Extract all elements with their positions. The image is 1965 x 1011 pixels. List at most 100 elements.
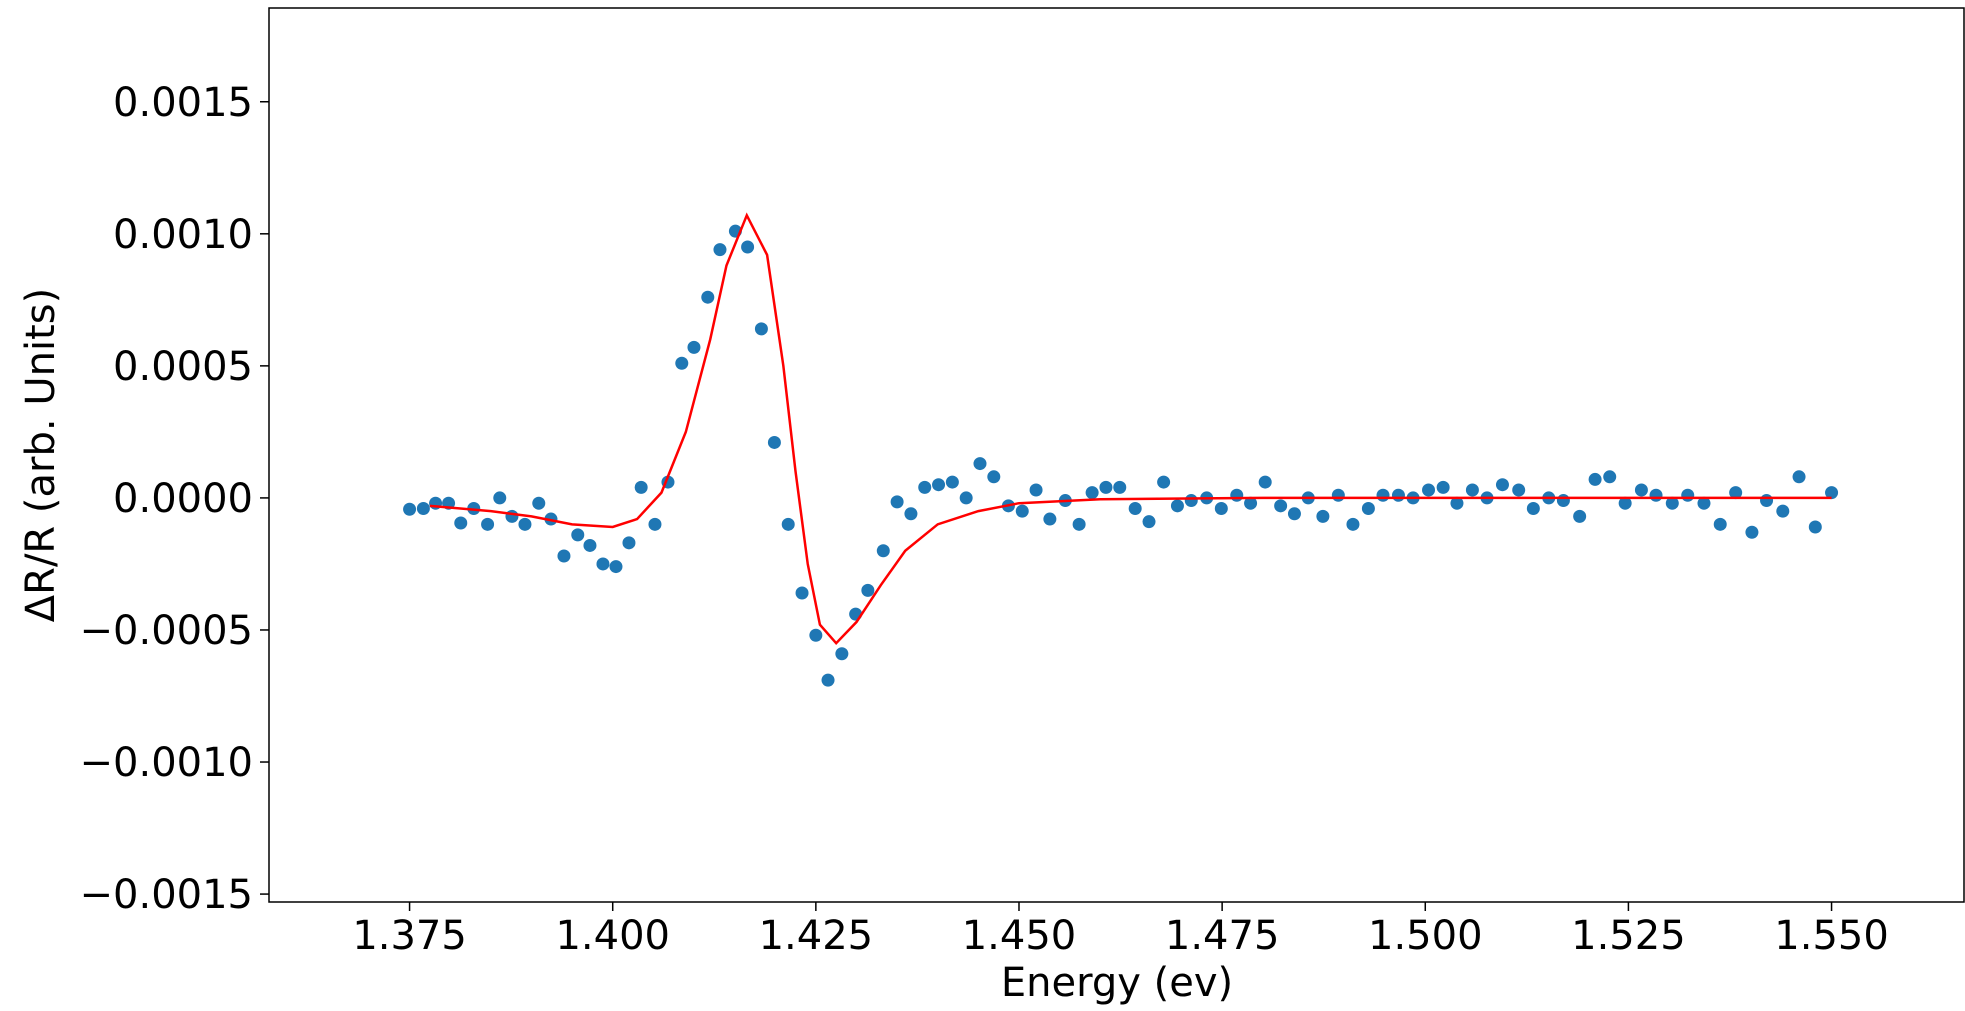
data-point bbox=[1072, 517, 1086, 531]
data-point bbox=[1776, 504, 1790, 518]
data-point bbox=[1665, 496, 1679, 510]
x-tick-label: 1.475 bbox=[1165, 913, 1280, 959]
y-tick-label: 0.0010 bbox=[113, 212, 253, 258]
data-point bbox=[932, 478, 946, 492]
data-point bbox=[1512, 483, 1526, 497]
fit-line bbox=[429, 212, 1832, 646]
data-point bbox=[532, 496, 546, 510]
data-point bbox=[583, 538, 597, 552]
data-point bbox=[1556, 494, 1570, 508]
y-tick-label: 0.0005 bbox=[113, 344, 253, 390]
data-point bbox=[876, 544, 890, 558]
data-point bbox=[648, 517, 662, 531]
data-point bbox=[809, 628, 823, 642]
data-point bbox=[1346, 517, 1360, 531]
data-point bbox=[1634, 483, 1648, 497]
data-point bbox=[741, 240, 755, 254]
data-point bbox=[1287, 507, 1301, 521]
data-point bbox=[1043, 512, 1057, 526]
data-point bbox=[1142, 515, 1156, 529]
data-point bbox=[1274, 499, 1288, 513]
y-tick-label: −0.0005 bbox=[80, 608, 253, 654]
data-point bbox=[1681, 488, 1695, 502]
data-point bbox=[973, 457, 987, 471]
data-point bbox=[1170, 499, 1184, 513]
data-point bbox=[493, 491, 507, 505]
data-point bbox=[1331, 488, 1345, 502]
y-tick-label: −0.0015 bbox=[80, 872, 253, 918]
data-point bbox=[1436, 480, 1450, 494]
data-point bbox=[1214, 501, 1228, 515]
data-point bbox=[505, 509, 519, 523]
x-tick-label: 1.550 bbox=[1774, 913, 1889, 959]
data-point bbox=[821, 673, 835, 687]
data-point bbox=[1745, 525, 1759, 539]
x-tick-label: 1.525 bbox=[1571, 913, 1686, 959]
data-point bbox=[571, 528, 585, 542]
data-point bbox=[781, 517, 795, 531]
data-point bbox=[1618, 496, 1632, 510]
data-point bbox=[557, 549, 571, 563]
data-point bbox=[1465, 483, 1479, 497]
data-point bbox=[1361, 501, 1375, 515]
data-point bbox=[904, 507, 918, 521]
data-point bbox=[945, 475, 959, 489]
data-point bbox=[1760, 494, 1774, 508]
data-point bbox=[1713, 517, 1727, 531]
data-point bbox=[1825, 486, 1839, 500]
data-point bbox=[1422, 483, 1436, 497]
x-tick-label: 1.375 bbox=[352, 913, 467, 959]
data-point bbox=[1258, 475, 1272, 489]
data-point bbox=[861, 583, 875, 597]
data-point bbox=[1157, 475, 1171, 489]
data-point bbox=[795, 586, 809, 600]
data-point bbox=[1450, 496, 1464, 510]
data-point bbox=[1808, 520, 1822, 534]
data-point bbox=[1376, 488, 1390, 502]
y-tick-label: 0.0000 bbox=[113, 476, 253, 522]
x-tick-label: 1.425 bbox=[759, 913, 874, 959]
data-point bbox=[1729, 486, 1743, 500]
y-tick-label: −0.0010 bbox=[80, 740, 253, 786]
data-point bbox=[481, 517, 495, 531]
data-point bbox=[918, 480, 932, 494]
data-point bbox=[1697, 496, 1711, 510]
data-point bbox=[1230, 488, 1244, 502]
x-axis-title: Energy (ev) bbox=[1001, 960, 1233, 1006]
x-tick-label: 1.400 bbox=[555, 913, 670, 959]
data-point bbox=[1792, 470, 1806, 484]
data-point bbox=[987, 470, 1001, 484]
data-point bbox=[403, 502, 417, 516]
data-point bbox=[416, 501, 430, 515]
x-tick-label: 1.500 bbox=[1368, 913, 1483, 959]
y-tick-label: 0.0015 bbox=[113, 80, 253, 126]
data-point bbox=[596, 557, 610, 571]
data-point bbox=[687, 340, 701, 354]
data-point bbox=[609, 560, 623, 574]
data-point bbox=[1573, 509, 1587, 523]
data-point bbox=[675, 356, 689, 370]
data-point bbox=[767, 435, 781, 449]
data-point bbox=[1244, 496, 1258, 510]
plot-frame bbox=[268, 7, 1965, 903]
data-point bbox=[1588, 472, 1602, 486]
data-point bbox=[622, 536, 636, 550]
data-point bbox=[1015, 504, 1029, 518]
x-tick-label: 1.450 bbox=[962, 913, 1077, 959]
data-point bbox=[1099, 480, 1113, 494]
data-point bbox=[1184, 494, 1198, 508]
data-point bbox=[1526, 501, 1540, 515]
data-point bbox=[835, 647, 849, 661]
data-point bbox=[1603, 470, 1617, 484]
data-point bbox=[754, 322, 768, 336]
data-point bbox=[1029, 483, 1043, 497]
data-point bbox=[1316, 509, 1330, 523]
data-point bbox=[890, 495, 904, 509]
data-point bbox=[454, 516, 468, 530]
data-point bbox=[959, 491, 973, 505]
data-point bbox=[1113, 480, 1127, 494]
data-point bbox=[713, 243, 727, 257]
y-axis-title: ΔR/R (arb. Units) bbox=[18, 288, 64, 622]
data-point bbox=[1649, 488, 1663, 502]
